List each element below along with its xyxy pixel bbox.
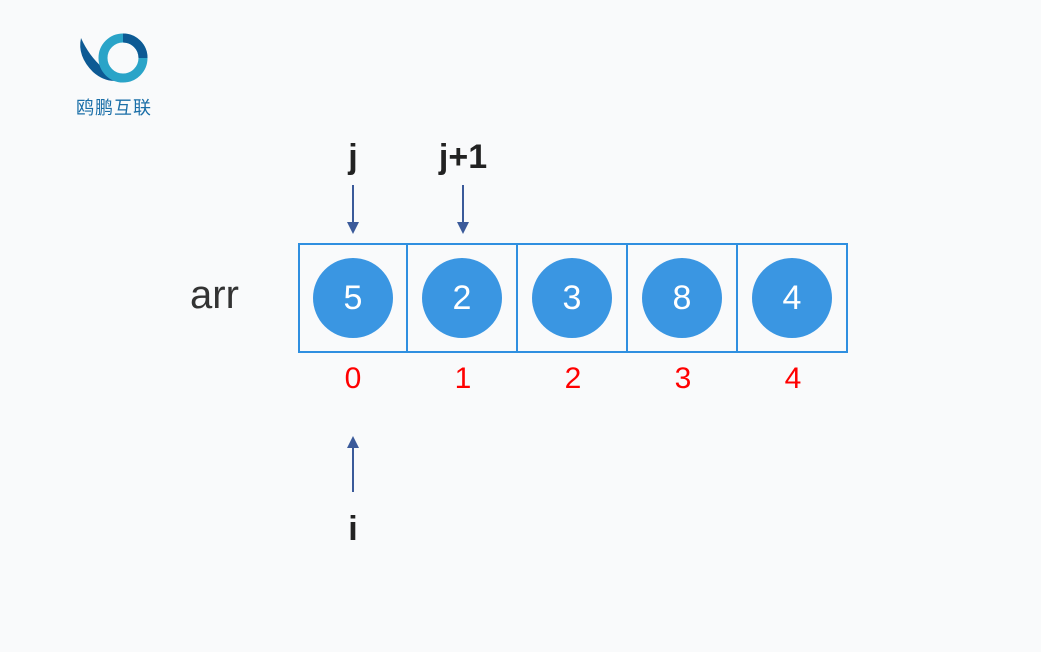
array-value-ball: 4 bbox=[752, 258, 832, 338]
array-index-label: 2 bbox=[518, 362, 628, 396]
pointer-label: j bbox=[313, 138, 393, 177]
logo-text: 鸥鹏互联 bbox=[76, 94, 152, 120]
array-value-ball: 8 bbox=[642, 258, 722, 338]
array-cell: 8 bbox=[628, 243, 738, 353]
pointer-arrow-down-icon bbox=[343, 179, 363, 234]
array-cells-row: 52384 bbox=[298, 243, 848, 353]
array-cell: 4 bbox=[738, 243, 848, 353]
array-cell: 3 bbox=[518, 243, 628, 353]
array-indices-row: 01234 bbox=[298, 362, 848, 396]
array-index-label: 3 bbox=[628, 362, 738, 396]
pointer-arrow-up-icon bbox=[343, 436, 363, 498]
array-cell: 2 bbox=[408, 243, 518, 353]
logo-mark-icon bbox=[75, 28, 153, 90]
pointer-label: i bbox=[313, 510, 393, 549]
array-index-label: 0 bbox=[298, 362, 408, 396]
array-variable-label: arr bbox=[190, 273, 239, 318]
array-index-label: 1 bbox=[408, 362, 518, 396]
pointer-label: j+1 bbox=[423, 138, 503, 177]
pointer-arrow-down-icon bbox=[453, 179, 473, 234]
brand-logo: 鸥鹏互联 bbox=[75, 28, 153, 120]
array-value-ball: 5 bbox=[313, 258, 393, 338]
array-value-ball: 3 bbox=[532, 258, 612, 338]
array-cell: 5 bbox=[298, 243, 408, 353]
array-value-ball: 2 bbox=[422, 258, 502, 338]
array-index-label: 4 bbox=[738, 362, 848, 396]
